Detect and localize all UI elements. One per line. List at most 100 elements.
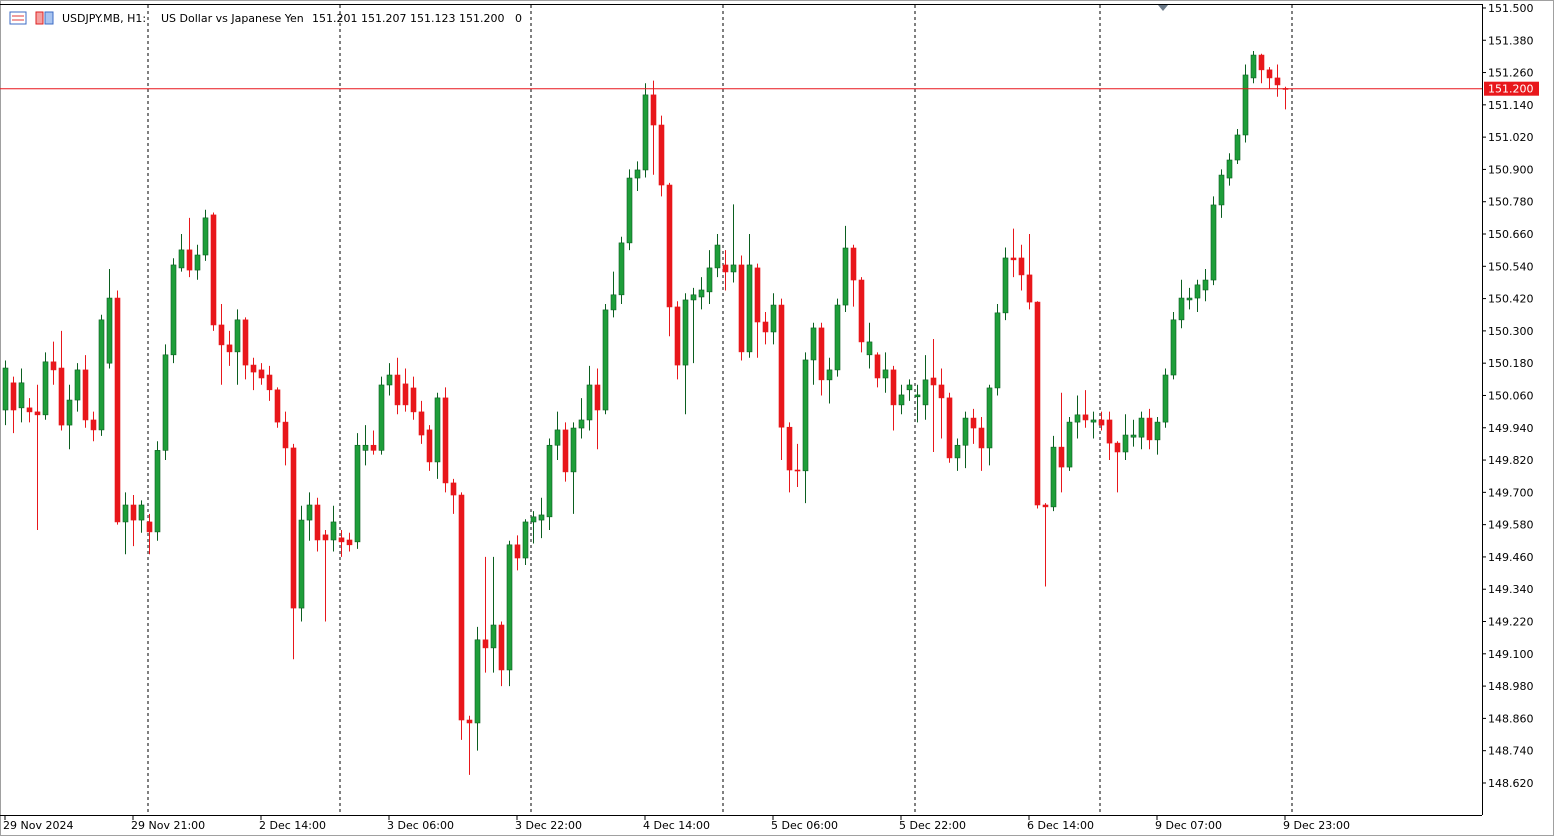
candle-body	[530, 516, 537, 523]
candle-body	[394, 374, 401, 406]
candle-body	[442, 397, 449, 484]
candle-body	[1194, 284, 1201, 299]
candle-body	[1026, 274, 1033, 303]
candle-body	[834, 304, 841, 371]
x-tick-label: 5 Dec 22:00	[899, 819, 966, 832]
candle-body	[1138, 417, 1145, 438]
candle-body	[930, 377, 937, 386]
candle-body	[114, 297, 121, 523]
candle-body	[1090, 419, 1097, 423]
y-tick-label: 150.060	[1488, 389, 1534, 402]
x-tick-label: 29 Nov 21:00	[131, 819, 205, 832]
candle-body	[226, 344, 233, 353]
y-tick-label: 149.220	[1488, 616, 1534, 629]
candle-body	[1010, 257, 1017, 261]
candle-body	[314, 504, 321, 541]
chart-title: USDJPY.MB, H1:	[62, 12, 146, 25]
candle-body	[1274, 77, 1281, 86]
candle-body	[482, 639, 489, 649]
candle-body	[602, 309, 609, 411]
candle-body	[402, 383, 409, 406]
y-tick-label: 149.460	[1488, 551, 1534, 564]
candle-body	[1034, 301, 1041, 506]
candle-body	[250, 364, 257, 373]
candle-body	[546, 444, 553, 518]
y-tick-label: 150.780	[1488, 196, 1534, 209]
candle-body	[322, 534, 329, 541]
chart-subtitle: US Dollar vs Japanese Yen	[161, 12, 304, 25]
candle-body	[554, 429, 561, 446]
y-tick-label: 149.820	[1488, 454, 1534, 467]
candle-body	[354, 444, 361, 543]
candle-body	[498, 624, 505, 671]
candle-body	[306, 504, 313, 521]
x-tick-label: 3 Dec 06:00	[387, 819, 454, 832]
x-tick-label: 2 Dec 14:00	[259, 819, 326, 832]
candle-body	[66, 399, 73, 426]
x-tick-label: 9 Dec 07:00	[1155, 819, 1222, 832]
candle-body	[690, 294, 697, 301]
y-tick-label: 151.260	[1488, 67, 1534, 80]
y-tick-label: 148.740	[1488, 745, 1534, 758]
candle-body	[714, 244, 721, 269]
y-tick-label: 150.420	[1488, 293, 1534, 306]
candle-body	[330, 521, 337, 541]
candle-body	[658, 124, 665, 186]
candle-body	[34, 411, 41, 416]
candle-body	[1146, 417, 1153, 441]
candle-body	[338, 537, 345, 543]
candle-body	[850, 247, 857, 281]
candle-body	[1098, 419, 1105, 426]
y-tick-label: 150.540	[1488, 260, 1534, 273]
candle-body	[594, 384, 601, 411]
y-tick-label: 149.940	[1488, 422, 1534, 435]
candle-body	[242, 319, 249, 366]
y-tick-label: 151.140	[1488, 99, 1534, 112]
candle-body	[954, 444, 961, 459]
candle-body	[18, 382, 25, 409]
candle-body	[514, 544, 521, 559]
x-tick-label: 29 Nov 2024	[3, 819, 73, 832]
candle-body	[1018, 257, 1025, 276]
candle-body	[106, 297, 113, 364]
candle-body	[994, 312, 1001, 389]
candle-body	[434, 397, 441, 463]
candle-body	[754, 267, 761, 323]
period-separators	[147, 5, 1293, 815]
candle-body	[986, 387, 993, 449]
candle-body	[874, 354, 881, 379]
y-tick-label: 148.860	[1488, 712, 1534, 725]
header-icons	[9, 11, 54, 25]
candle-body	[538, 514, 545, 521]
candle-body	[642, 94, 649, 171]
candle-body	[1114, 442, 1121, 453]
candle-body	[1226, 159, 1233, 179]
y-tick-label: 151.500	[1488, 2, 1534, 15]
y-tick-label: 150.180	[1488, 357, 1534, 370]
candle-body	[1130, 434, 1137, 438]
candle-body	[146, 521, 153, 533]
y-tick-label: 151.020	[1488, 131, 1534, 144]
candle-body	[386, 374, 393, 386]
candle-body	[130, 504, 137, 521]
candle-body	[202, 217, 209, 256]
candle-body	[722, 264, 729, 273]
candle-body	[194, 254, 201, 271]
candle-body	[858, 279, 865, 343]
candle-body	[1178, 297, 1185, 321]
candle-body	[786, 426, 793, 471]
y-tick-label: 150.660	[1488, 228, 1534, 241]
candle-body	[50, 361, 57, 371]
x-tick-label: 6 Dec 14:00	[1027, 819, 1094, 832]
candle-body	[154, 450, 161, 533]
x-tick-label: 9 Dec 23:00	[1283, 819, 1350, 832]
candle-body	[826, 369, 833, 381]
y-tick-label: 150.300	[1488, 325, 1534, 338]
candle-body	[706, 267, 713, 293]
candle-body	[674, 306, 681, 366]
candle-body	[946, 397, 953, 459]
candle-body	[474, 639, 481, 724]
candle-body	[506, 544, 513, 671]
candle-body	[650, 94, 657, 126]
